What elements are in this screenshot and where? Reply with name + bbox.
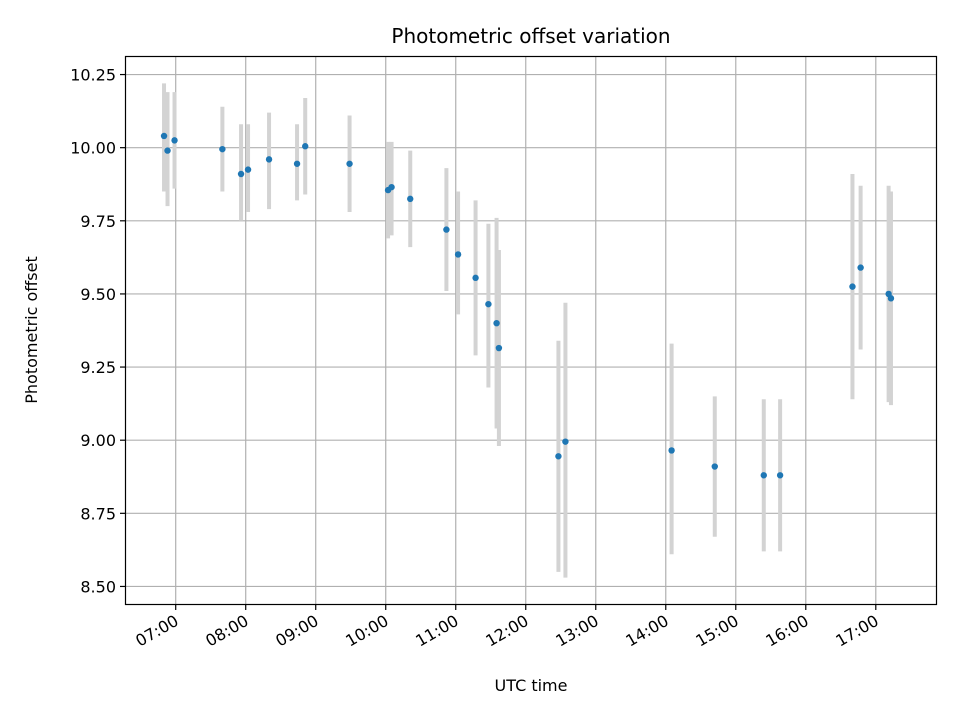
data-point xyxy=(265,156,273,163)
y-tick-label: 10.00 xyxy=(70,139,116,158)
data-point xyxy=(407,195,414,203)
data-point xyxy=(237,170,245,178)
y-axis-label: Photometric offset xyxy=(22,256,41,404)
plot-frame xyxy=(124,55,938,606)
data-point xyxy=(857,264,864,271)
data-point xyxy=(472,274,479,282)
data-points xyxy=(160,132,895,479)
data-point xyxy=(849,283,856,290)
data-point xyxy=(887,295,895,302)
data-point xyxy=(302,143,309,150)
data-point xyxy=(495,344,503,352)
data-point xyxy=(454,251,462,258)
data-point xyxy=(219,145,226,153)
y-tick-label: 9.75 xyxy=(80,212,116,231)
data-point xyxy=(293,160,301,167)
y-tick-label: 8.75 xyxy=(80,504,116,523)
y-tick-label: 9.50 xyxy=(80,285,116,304)
data-point xyxy=(388,183,395,191)
data-point xyxy=(668,447,675,454)
y-tick-label: 8.50 xyxy=(80,577,116,596)
grid xyxy=(126,57,936,604)
data-point xyxy=(171,137,178,144)
data-point xyxy=(244,166,252,173)
data-point xyxy=(555,453,562,460)
data-point xyxy=(760,472,767,479)
data-point xyxy=(443,226,450,233)
data-point xyxy=(164,147,171,154)
x-axis-label: UTC time xyxy=(495,676,568,695)
data-point xyxy=(485,300,492,308)
y-axis-ticks: 8.50 8.75 9.00 9.25 9.50 9.75 10.00 10.25 xyxy=(70,66,126,596)
data-point xyxy=(493,319,500,327)
data-point xyxy=(562,438,569,445)
data-point xyxy=(160,132,168,140)
y-tick-label: 10.25 xyxy=(70,66,116,85)
chart-title: Photometric offset variation xyxy=(391,24,670,48)
data-point xyxy=(776,472,784,479)
data-point xyxy=(711,463,718,470)
data-point xyxy=(346,160,353,167)
y-tick-label: 9.00 xyxy=(80,431,116,450)
y-tick-label: 9.25 xyxy=(80,358,116,377)
